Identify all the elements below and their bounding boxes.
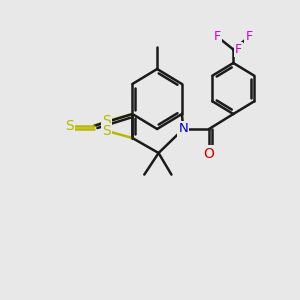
Text: S: S	[102, 124, 111, 138]
Text: N: N	[178, 122, 188, 136]
Text: F: F	[214, 30, 221, 44]
Text: O: O	[204, 147, 214, 160]
Text: S: S	[102, 114, 111, 128]
Text: F: F	[235, 43, 242, 56]
Text: F: F	[245, 30, 253, 44]
Text: S: S	[65, 119, 74, 133]
